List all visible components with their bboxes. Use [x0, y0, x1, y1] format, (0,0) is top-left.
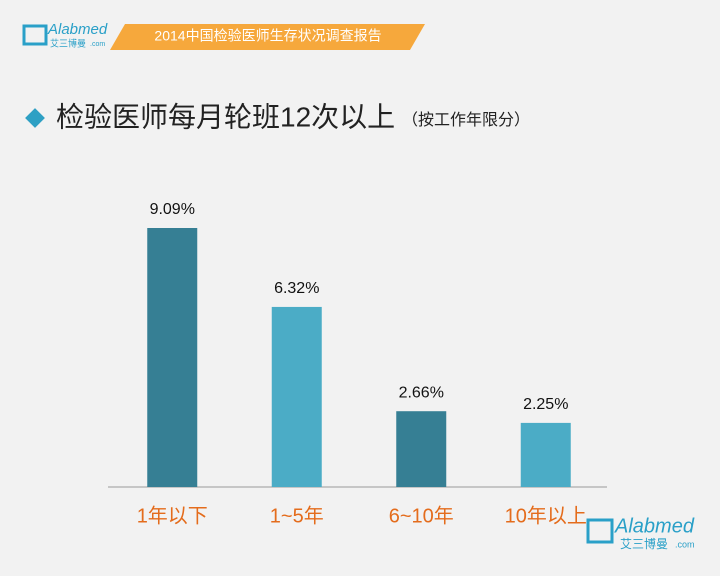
footer-logo: Alabmed 艾三博曼 .com: [586, 515, 695, 551]
chart-title: 检验医师每月轮班12次以上: [56, 101, 395, 132]
data-label: 6.32%: [274, 280, 319, 297]
x-tick-label: 1~5年: [270, 504, 324, 527]
logo-icon: [22, 24, 48, 46]
bar: [396, 411, 447, 487]
bar: [520, 422, 571, 487]
banner-text: 2014中国检验医师生存状况调查报告: [154, 28, 381, 44]
data-label: 2.25%: [523, 396, 568, 413]
x-tick-label: 1年以下: [137, 504, 208, 527]
data-label: 9.09%: [150, 201, 195, 218]
bar: [147, 228, 198, 487]
logo-brand: Alabmed: [614, 515, 695, 537]
logo-brand: Alabmed: [47, 21, 108, 38]
logo-domain: .com: [90, 41, 105, 48]
banner: [110, 24, 425, 50]
logo-icon: [586, 518, 614, 544]
bullet: [25, 108, 45, 128]
logo-domain: .com: [675, 539, 695, 549]
x-tick-label: 6~10年: [389, 504, 454, 527]
bar: [271, 306, 322, 487]
chart-subtitle: （按工作年限分）: [402, 111, 530, 129]
logo-cn: 艾三博曼: [620, 536, 668, 551]
logo-cn: 艾三博曼: [50, 37, 86, 48]
data-label: 2.66%: [399, 384, 444, 401]
header-logo: Alabmed 艾三博曼 .com: [22, 21, 108, 48]
x-tick-label: 10年以上: [505, 504, 587, 527]
